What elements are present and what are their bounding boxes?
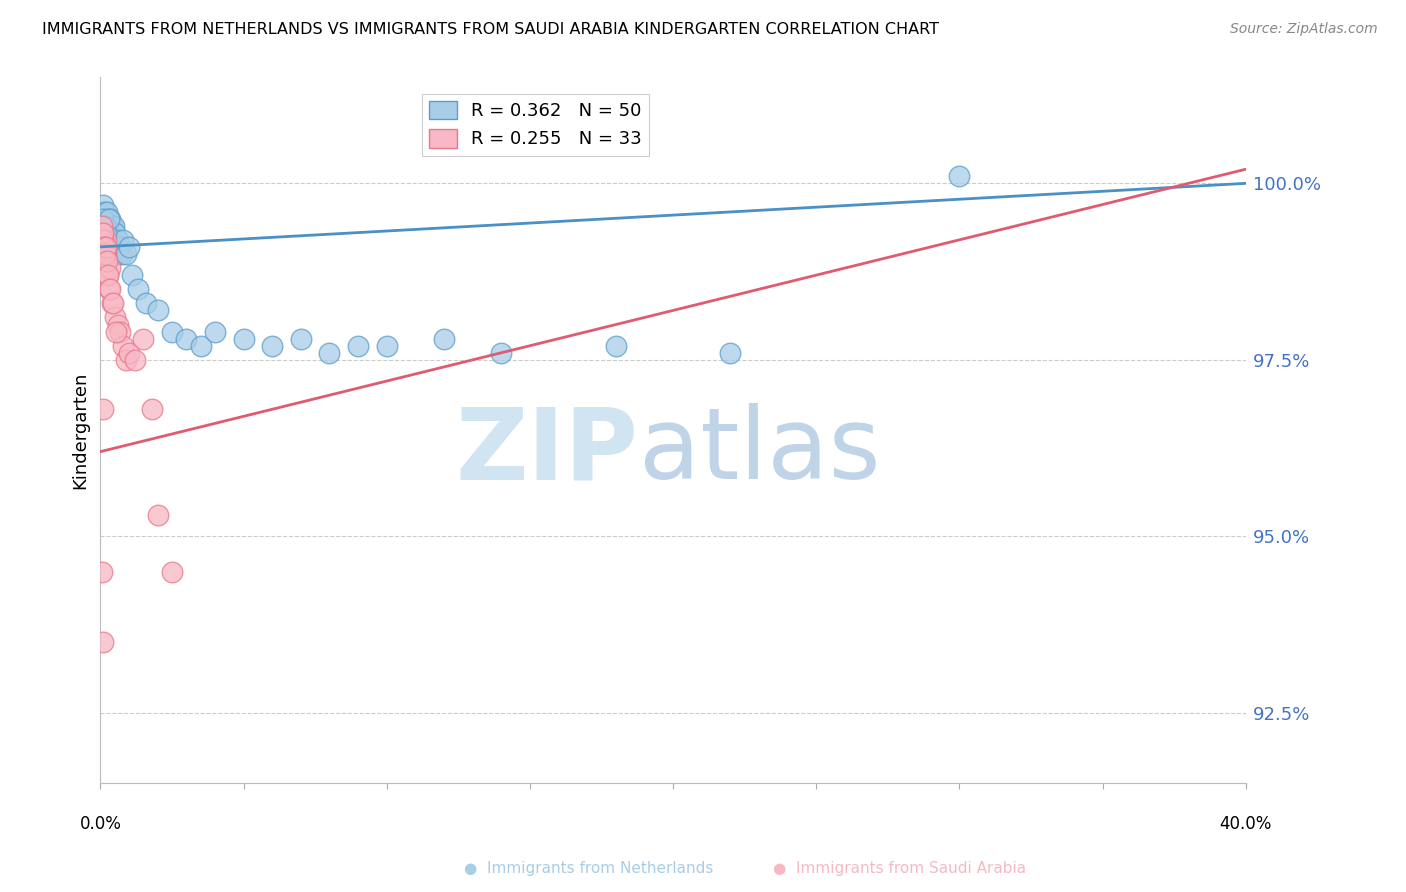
Point: [97, 268, 120, 282]
Point: [433, 332, 456, 346]
Point: [127, 282, 149, 296]
Point: [141, 402, 163, 417]
Point: [91, 233, 114, 247]
Point: [318, 346, 340, 360]
Point: [107, 318, 129, 332]
Point: [100, 261, 122, 276]
Point: [718, 346, 741, 360]
Point: [101, 226, 124, 240]
Point: [94, 240, 117, 254]
Point: [100, 211, 122, 226]
Point: [121, 268, 143, 282]
Text: Source: ZipAtlas.com: Source: ZipAtlas.com: [1230, 22, 1378, 37]
Point: [94, 226, 117, 240]
Point: [118, 346, 141, 360]
Point: [112, 339, 135, 353]
Point: [93, 219, 115, 233]
Text: IMMIGRANTS FROM NETHERLANDS VS IMMIGRANTS FROM SAUDI ARABIA KINDERGARTEN CORRELA: IMMIGRANTS FROM NETHERLANDS VS IMMIGRANT…: [42, 22, 939, 37]
Point: [91, 565, 114, 579]
Point: [96, 204, 118, 219]
Y-axis label: Kindergarten: Kindergarten: [72, 372, 89, 489]
Point: [160, 325, 183, 339]
Point: [91, 240, 114, 254]
Point: [96, 268, 118, 282]
Point: [103, 233, 125, 247]
Point: [91, 197, 114, 211]
Point: [104, 310, 127, 325]
Point: [91, 226, 114, 240]
Point: [103, 219, 125, 233]
Point: [93, 247, 115, 261]
Point: [105, 240, 128, 254]
Point: [91, 402, 114, 417]
Text: ●  Immigrants from Saudi Arabia: ● Immigrants from Saudi Arabia: [773, 861, 1026, 876]
Point: [91, 635, 114, 649]
Point: [160, 565, 183, 579]
Legend: R = 0.362   N = 50, R = 0.255   N = 33: R = 0.362 N = 50, R = 0.255 N = 33: [422, 94, 650, 156]
Point: [104, 226, 127, 240]
Point: [91, 211, 114, 226]
Point: [94, 233, 117, 247]
Point: [91, 254, 114, 268]
Point: [97, 211, 120, 226]
Point: [108, 247, 131, 261]
Point: [491, 346, 513, 360]
Text: 0.0%: 0.0%: [79, 815, 121, 833]
Point: [98, 233, 121, 247]
Point: [97, 211, 120, 226]
Point: [118, 240, 141, 254]
Point: [132, 332, 155, 346]
Text: atlas: atlas: [638, 403, 880, 500]
Point: [97, 219, 120, 233]
Point: [232, 332, 254, 346]
Point: [105, 325, 128, 339]
Point: [93, 261, 115, 276]
Point: [146, 303, 169, 318]
Point: [101, 296, 124, 310]
Point: [347, 339, 370, 353]
Point: [91, 219, 114, 233]
Point: [115, 247, 138, 261]
Point: [93, 211, 115, 226]
Point: [101, 219, 124, 233]
Text: ●  Immigrants from Netherlands: ● Immigrants from Netherlands: [464, 861, 713, 876]
Point: [94, 211, 117, 226]
Point: [93, 247, 115, 261]
Point: [375, 339, 398, 353]
Point: [100, 282, 122, 296]
Point: [111, 247, 134, 261]
Point: [174, 332, 197, 346]
Point: [94, 247, 117, 261]
Point: [107, 233, 129, 247]
Point: [190, 339, 212, 353]
Point: [93, 240, 115, 254]
Point: [96, 226, 118, 240]
Point: [290, 332, 312, 346]
Point: [94, 219, 117, 233]
Point: [110, 240, 132, 254]
Point: [135, 296, 157, 310]
Text: ZIP: ZIP: [456, 403, 638, 500]
Point: [90, 204, 112, 219]
Point: [605, 339, 627, 353]
Point: [110, 325, 132, 339]
Text: 40.0%: 40.0%: [1219, 815, 1272, 833]
Point: [204, 325, 226, 339]
Point: [103, 296, 125, 310]
Point: [112, 233, 135, 247]
Point: [91, 211, 114, 226]
Point: [96, 254, 118, 268]
Point: [948, 169, 970, 184]
Point: [90, 226, 112, 240]
Point: [146, 508, 169, 523]
Point: [124, 352, 146, 367]
Point: [100, 226, 122, 240]
Point: [93, 204, 115, 219]
Point: [97, 282, 120, 296]
Point: [115, 352, 138, 367]
Point: [262, 339, 284, 353]
